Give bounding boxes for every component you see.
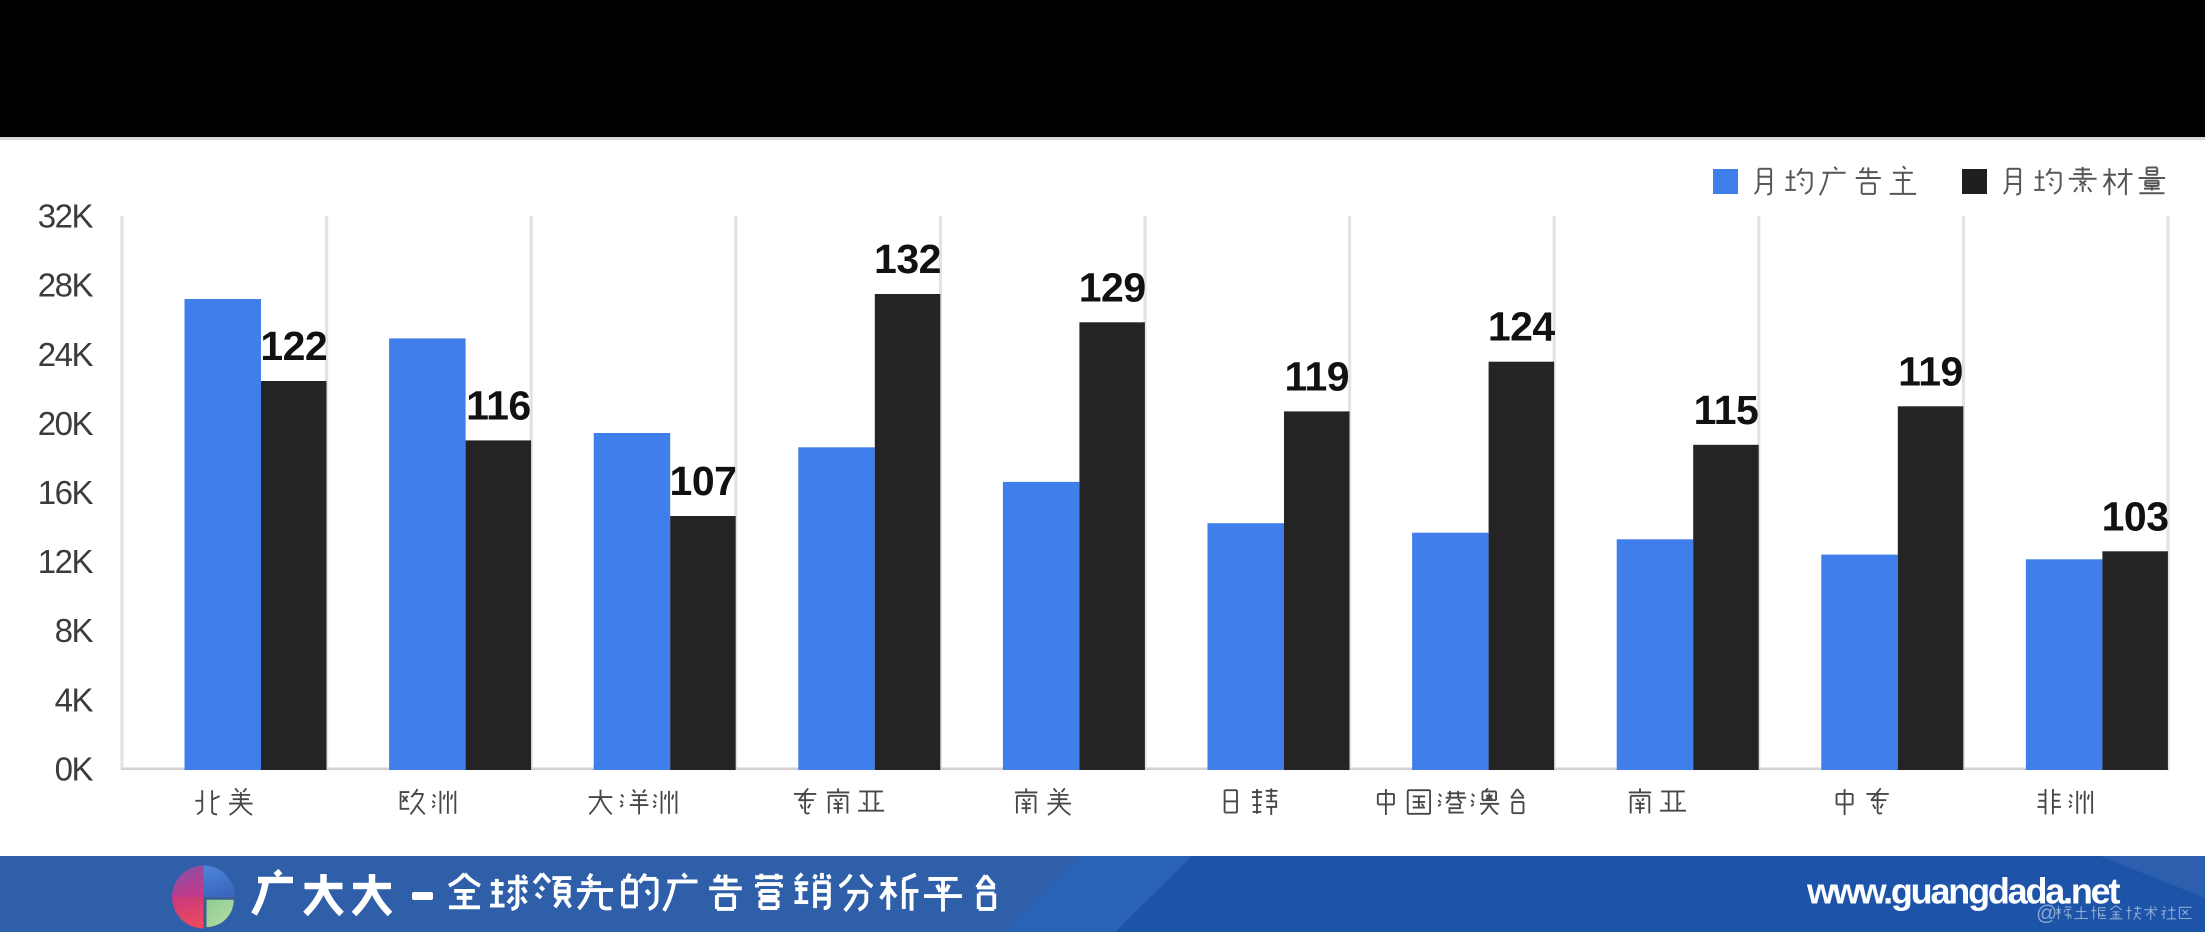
svg-text:132: 132 [874, 236, 941, 282]
svg-text:107: 107 [670, 458, 737, 504]
svg-text:24K: 24K [38, 336, 94, 373]
svg-text:129: 129 [1079, 264, 1146, 310]
svg-text:16K: 16K [38, 474, 94, 511]
svg-text:32K: 32K [38, 198, 94, 235]
svg-text:12K: 12K [38, 543, 94, 580]
svg-text:116: 116 [466, 382, 531, 428]
svg-text:103: 103 [2102, 493, 2169, 539]
svg-text:28K: 28K [38, 267, 94, 304]
svg-text:0K: 0K [55, 751, 94, 788]
svg-text:115: 115 [1694, 387, 1759, 433]
svg-text:119: 119 [1284, 353, 1349, 399]
svg-text:4K: 4K [55, 681, 94, 718]
svg-text:119: 119 [1898, 348, 1963, 394]
svg-text:8K: 8K [55, 612, 94, 649]
svg-text:@: @ [2036, 902, 2057, 925]
svg-text:20K: 20K [38, 405, 94, 442]
svg-text:www.guangdada.net: www.guangdada.net [1806, 871, 2120, 912]
svg-text:122: 122 [260, 323, 327, 369]
svg-text:124: 124 [1488, 304, 1556, 350]
